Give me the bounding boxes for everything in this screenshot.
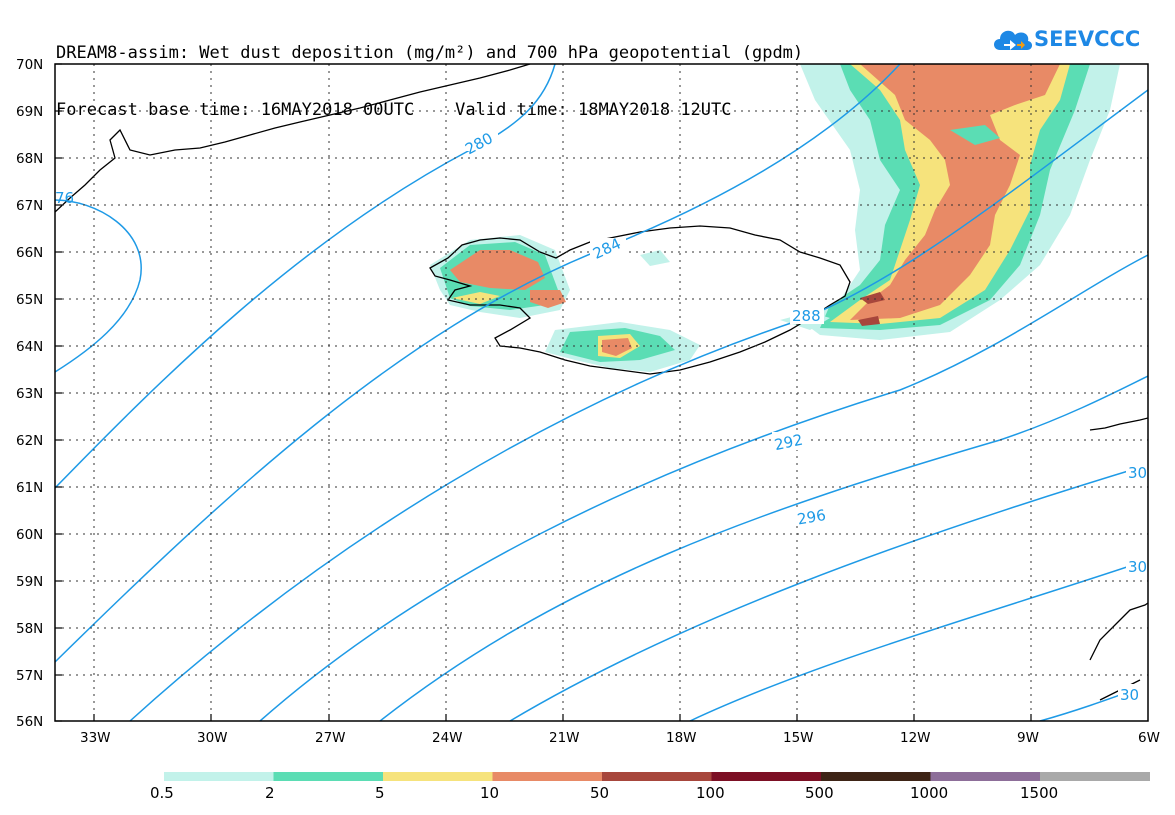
legend-swatch [492,772,603,781]
contour-292 [259,254,1148,721]
lon-label: 24W [432,730,463,746]
lon-label: 30W [197,730,228,746]
lon-label: 33W [80,730,111,746]
logo-text: SEEVCCC [1034,27,1141,51]
contour-296 [379,375,1148,721]
lat-label: 67N [16,198,43,214]
lat-label: 56N [16,714,43,730]
lat-label: 60N [16,527,43,543]
lon-label: 18W [666,730,697,746]
legend-label: 100 [696,784,725,802]
legend-label: 500 [805,784,834,802]
legend-swatch [602,772,712,781]
contour-label-288: 288 [792,307,821,325]
contour-label-300: 30 [1128,464,1147,482]
lat-label: 61N [16,480,43,496]
contour-304 [689,559,1148,721]
contour-labels: 280 284 288 292 296 30 30 30 76 [55,129,1148,704]
lat-label: 68N [16,151,43,167]
legend-label: 1000 [910,784,949,802]
legend-label: 0.5 [150,784,174,802]
legend-label: 10 [480,784,500,802]
lon-label: 9W [1017,730,1039,746]
longitude-axis: 33W 30W 27W 24W 21W 18W 15W 12W 9W 6W [80,714,1160,746]
lat-label: 57N [16,668,43,684]
contour-label-292: 292 [773,431,805,455]
cloud-icon [994,30,1033,50]
lat-label: 62N [16,433,43,449]
latitude-axis: 70N 69N 68N 67N 66N 65N 64N 63N 62N 61N … [16,57,62,730]
contour-label-308: 30 [1120,686,1139,704]
map-title: DREAM8-assim: Wet dust deposition (mg/m²… [56,6,803,139]
contour-label-296: 296 [796,506,827,529]
lat-label: 70N [16,57,43,73]
lat-label: 64N [16,339,43,355]
legend-swatch [164,772,274,781]
dust-deposition-plume-east [800,64,1120,340]
lon-label: 15W [783,730,814,746]
lat-label: 69N [16,104,43,120]
lon-label: 6W [1138,730,1160,746]
contour-284 [55,64,901,663]
contour-300 [509,464,1148,721]
lat-label: 65N [16,292,43,308]
lat-label: 63N [16,386,43,402]
title-line-2: Forecast base time: 16MAY2018 00UTC Vali… [56,100,732,120]
seevccc-logo: SEEVCCC [990,18,1150,58]
map-canvas: 280 284 288 292 296 30 30 30 76 [16,57,1160,746]
lat-label: 59N [16,574,43,590]
norway-coast [1089,417,1148,431]
dust-deposition-iceland [430,235,830,372]
legend-label: 50 [590,784,610,802]
legend-swatch [711,772,822,781]
legend-swatch [273,772,384,781]
contour-label-276: 76 [55,189,74,207]
contour-280 [55,64,556,489]
legend-label: 1500 [1020,784,1059,802]
greenland-coast [55,64,531,213]
lon-label: 12W [900,730,931,746]
lon-label: 21W [549,730,580,746]
legend-swatch [930,772,1041,781]
lat-label: 66N [16,245,43,261]
lat-label: 58N [16,621,43,637]
legend-swatch [383,772,493,781]
lon-label: 27W [315,730,346,746]
contour-label-304: 30 [1128,558,1147,576]
legend-swatch [1040,772,1150,781]
geopotential-contours [55,64,1148,721]
contour-276-west [55,199,142,373]
color-legend [164,772,1150,781]
legend-label: 5 [375,784,385,802]
legend-label: 2 [265,784,275,802]
graticule [55,64,1148,721]
legend-swatch [821,772,931,781]
title-line-1: DREAM8-assim: Wet dust deposition (mg/m²… [56,43,804,63]
